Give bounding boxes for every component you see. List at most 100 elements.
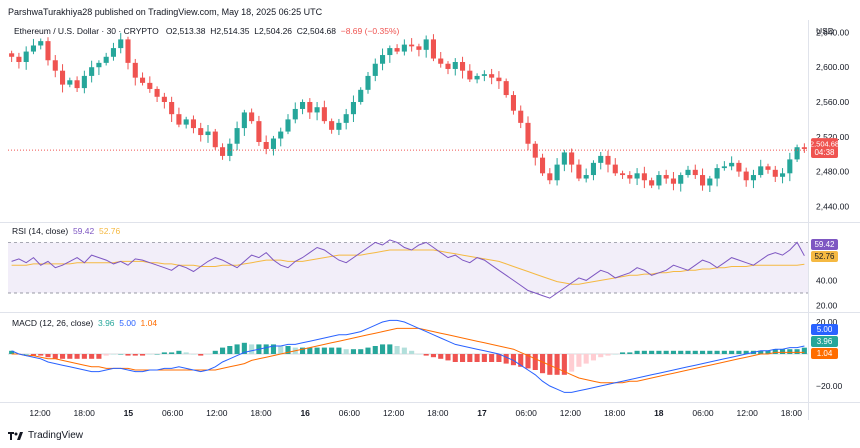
last-price-badge xyxy=(811,138,838,150)
candle-down xyxy=(736,162,742,172)
time-tick-label: 18:00 xyxy=(74,408,96,418)
price-tick-label: 2,560.00 xyxy=(816,97,849,107)
macd-histogram-bar xyxy=(518,354,524,367)
candle-down xyxy=(569,152,575,165)
macd-histogram-bar xyxy=(663,350,669,354)
macd-histogram-bar xyxy=(365,347,371,354)
macd-histogram-bar xyxy=(401,347,407,354)
macd-histogram-bar xyxy=(801,347,807,354)
candle-down xyxy=(256,121,262,142)
candle-down xyxy=(692,169,698,176)
candle-up xyxy=(205,131,211,136)
macd-histogram-bar xyxy=(634,350,640,354)
candle-down xyxy=(467,70,473,80)
macd-histogram-bar xyxy=(787,349,793,354)
candle-down xyxy=(627,175,633,179)
macd-histogram-bar xyxy=(190,354,196,355)
rsi-tick-label: 40.00 xyxy=(816,275,838,285)
macd-histogram-bar xyxy=(547,354,553,375)
macd-histogram-bar xyxy=(685,350,691,354)
candle-up xyxy=(714,168,720,179)
macd-histogram-bar xyxy=(743,350,749,354)
time-tick-label: 12:00 xyxy=(29,408,51,418)
candle-up xyxy=(721,166,727,169)
macd-histogram-bar xyxy=(554,354,560,375)
macd-histogram-bar xyxy=(350,349,356,354)
time-tick-label: 12:00 xyxy=(560,408,582,418)
candle-up xyxy=(561,152,567,165)
candle-up xyxy=(481,74,487,76)
candle-up xyxy=(285,119,291,132)
time-tick-label: 18:00 xyxy=(604,408,626,418)
tradingview-logo[interactable]: TradingView xyxy=(8,430,83,441)
signal-legend-value: 1.04 xyxy=(140,318,158,328)
candle-down xyxy=(605,155,611,165)
macd-line xyxy=(11,319,805,393)
candle-up xyxy=(787,159,793,174)
macd-histogram-bar xyxy=(176,350,182,354)
macd-histogram-bar xyxy=(576,354,582,367)
candle-down xyxy=(503,81,509,96)
rsi-legend-label: RSI (14, close) xyxy=(12,226,69,236)
candle-down xyxy=(263,142,269,149)
candle-up xyxy=(183,119,189,125)
macd-histogram-bar xyxy=(670,350,676,354)
macd-histogram-bar xyxy=(409,350,415,354)
macd-histogram-bar xyxy=(656,350,662,354)
candle-up xyxy=(336,122,342,130)
macd-histogram-bar xyxy=(74,354,80,359)
macd-histogram-bar xyxy=(30,354,36,356)
macd-histogram-bar xyxy=(38,354,44,356)
candle-up xyxy=(380,55,386,64)
macd-histogram-bar xyxy=(416,354,422,355)
macd-histogram-bar xyxy=(321,347,327,354)
macd-histogram-bar xyxy=(212,350,218,354)
candle-down xyxy=(307,102,313,113)
candle-up xyxy=(583,175,589,179)
candle-down xyxy=(176,114,182,125)
macd-histogram-bar xyxy=(598,354,604,358)
macd-histogram-bar xyxy=(140,354,146,356)
candle-down xyxy=(169,102,175,115)
macd-histogram-bar xyxy=(220,347,226,354)
low-value: L2,504.26 xyxy=(254,26,293,36)
macd-histogram-bar xyxy=(278,346,284,354)
macd-histogram-bar xyxy=(147,354,153,355)
macd-histogram-bar xyxy=(772,349,778,354)
time-tick-label: 06:00 xyxy=(339,408,361,418)
candle-down xyxy=(765,166,771,170)
macd-histogram-bar xyxy=(765,350,771,354)
macd-histogram-bar xyxy=(336,347,342,354)
candle-down xyxy=(416,46,422,50)
macd-histogram-bar xyxy=(510,354,516,366)
price-tick-label: 2,480.00 xyxy=(816,167,849,177)
publisher-header: ParshwaTurakhiya28 published on TradingV… xyxy=(8,7,323,17)
macd-histogram-bar xyxy=(569,354,575,372)
candle-up xyxy=(423,39,429,50)
signal-line xyxy=(11,327,805,384)
candle-down xyxy=(60,70,66,85)
close-value: C2,504.68 xyxy=(296,26,337,36)
candle-up xyxy=(365,75,371,90)
macd-histogram-bar xyxy=(314,347,320,354)
macd-histogram-bar xyxy=(780,349,786,354)
macd-histogram-bar xyxy=(452,354,458,362)
candle-down xyxy=(641,173,647,181)
macd-histogram-bar xyxy=(103,354,109,356)
candle-up xyxy=(656,175,662,186)
macd-histogram-bar xyxy=(678,350,684,354)
candle-down xyxy=(190,119,196,129)
candle-up xyxy=(81,75,87,89)
price-tick-label: 2,600.00 xyxy=(816,62,849,72)
macd-histogram-bar xyxy=(438,354,444,359)
macd-histogram-bar xyxy=(52,354,58,359)
macd-histogram-bar xyxy=(707,350,713,354)
candle-down xyxy=(161,96,167,102)
macd-histogram-bar xyxy=(649,350,655,354)
rsi-band xyxy=(8,242,808,294)
macd-histogram-bar xyxy=(525,354,531,369)
rsi-ma-legend-value: 52.76 xyxy=(98,226,121,236)
macd-histogram-bar xyxy=(460,354,466,362)
macd-histogram-bar xyxy=(96,354,102,359)
